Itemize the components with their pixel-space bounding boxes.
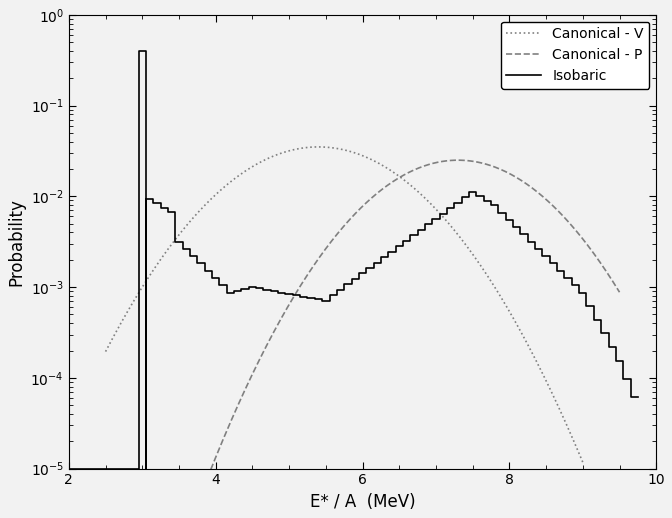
Canonical - P xyxy=(384,182,392,188)
Canonical - V xyxy=(569,435,577,441)
Canonical - P xyxy=(605,274,614,280)
Canonical - P xyxy=(413,165,421,171)
X-axis label: E* / A  (MeV): E* / A (MeV) xyxy=(310,493,415,511)
Isobaric xyxy=(215,282,223,289)
Canonical - P xyxy=(616,289,624,295)
Legend: Canonical - V, Canonical - P, Isobaric: Canonical - V, Canonical - P, Isobaric xyxy=(501,22,649,89)
Line: Isobaric: Isobaric xyxy=(69,51,638,469)
Canonical - V xyxy=(329,145,337,151)
Canonical - V xyxy=(101,349,110,355)
Canonical - V xyxy=(361,153,369,160)
Canonical - P xyxy=(437,159,446,165)
Isobaric xyxy=(134,48,142,54)
Isobaric xyxy=(634,394,642,400)
Canonical - V xyxy=(494,289,502,295)
Isobaric xyxy=(157,200,165,206)
Canonical - V xyxy=(314,144,323,150)
Line: Canonical - P: Canonical - P xyxy=(179,160,620,518)
Canonical - V xyxy=(386,167,394,174)
Line: Canonical - V: Canonical - V xyxy=(106,147,583,462)
Canonical - V xyxy=(579,459,587,465)
Isobaric xyxy=(179,239,187,245)
Isobaric xyxy=(142,195,150,202)
Canonical - P xyxy=(454,157,462,163)
Canonical - P xyxy=(537,192,545,198)
Isobaric xyxy=(377,254,385,260)
Isobaric xyxy=(65,466,73,472)
Canonical - P xyxy=(387,180,395,186)
Y-axis label: Probability: Probability xyxy=(7,198,25,285)
Canonical - V xyxy=(332,145,340,151)
Isobaric xyxy=(626,394,634,400)
